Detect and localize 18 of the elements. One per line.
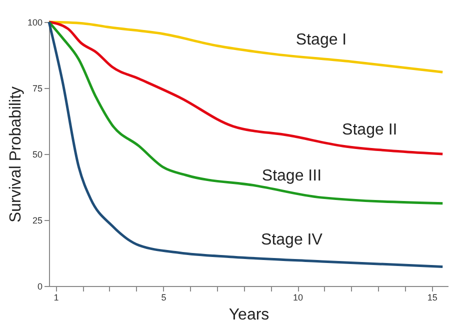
x-axis-title: Years <box>228 306 270 324</box>
series-label: Stage I <box>296 32 347 49</box>
x-tick-label: 10 <box>293 292 304 302</box>
y-tick-label: 0 <box>37 282 42 292</box>
y-tick-label: 50 <box>32 150 42 160</box>
y-tick-label: 75 <box>32 84 42 94</box>
series-label: Stage III <box>262 168 322 185</box>
line-series <box>48 20 444 205</box>
series-label: Stage II <box>342 121 398 138</box>
line-series <box>48 20 444 268</box>
x-tick-label: 5 <box>161 292 166 302</box>
line-series <box>48 20 444 156</box>
y-tick-label: 100 <box>27 18 42 28</box>
y-tick-label: 25 <box>32 216 42 226</box>
series-label: Stage IV <box>261 231 323 248</box>
y-axis-title: Survival Probability <box>7 86 24 223</box>
x-tick-label: 15 <box>427 292 438 302</box>
x-tick-label: 1 <box>54 292 59 302</box>
